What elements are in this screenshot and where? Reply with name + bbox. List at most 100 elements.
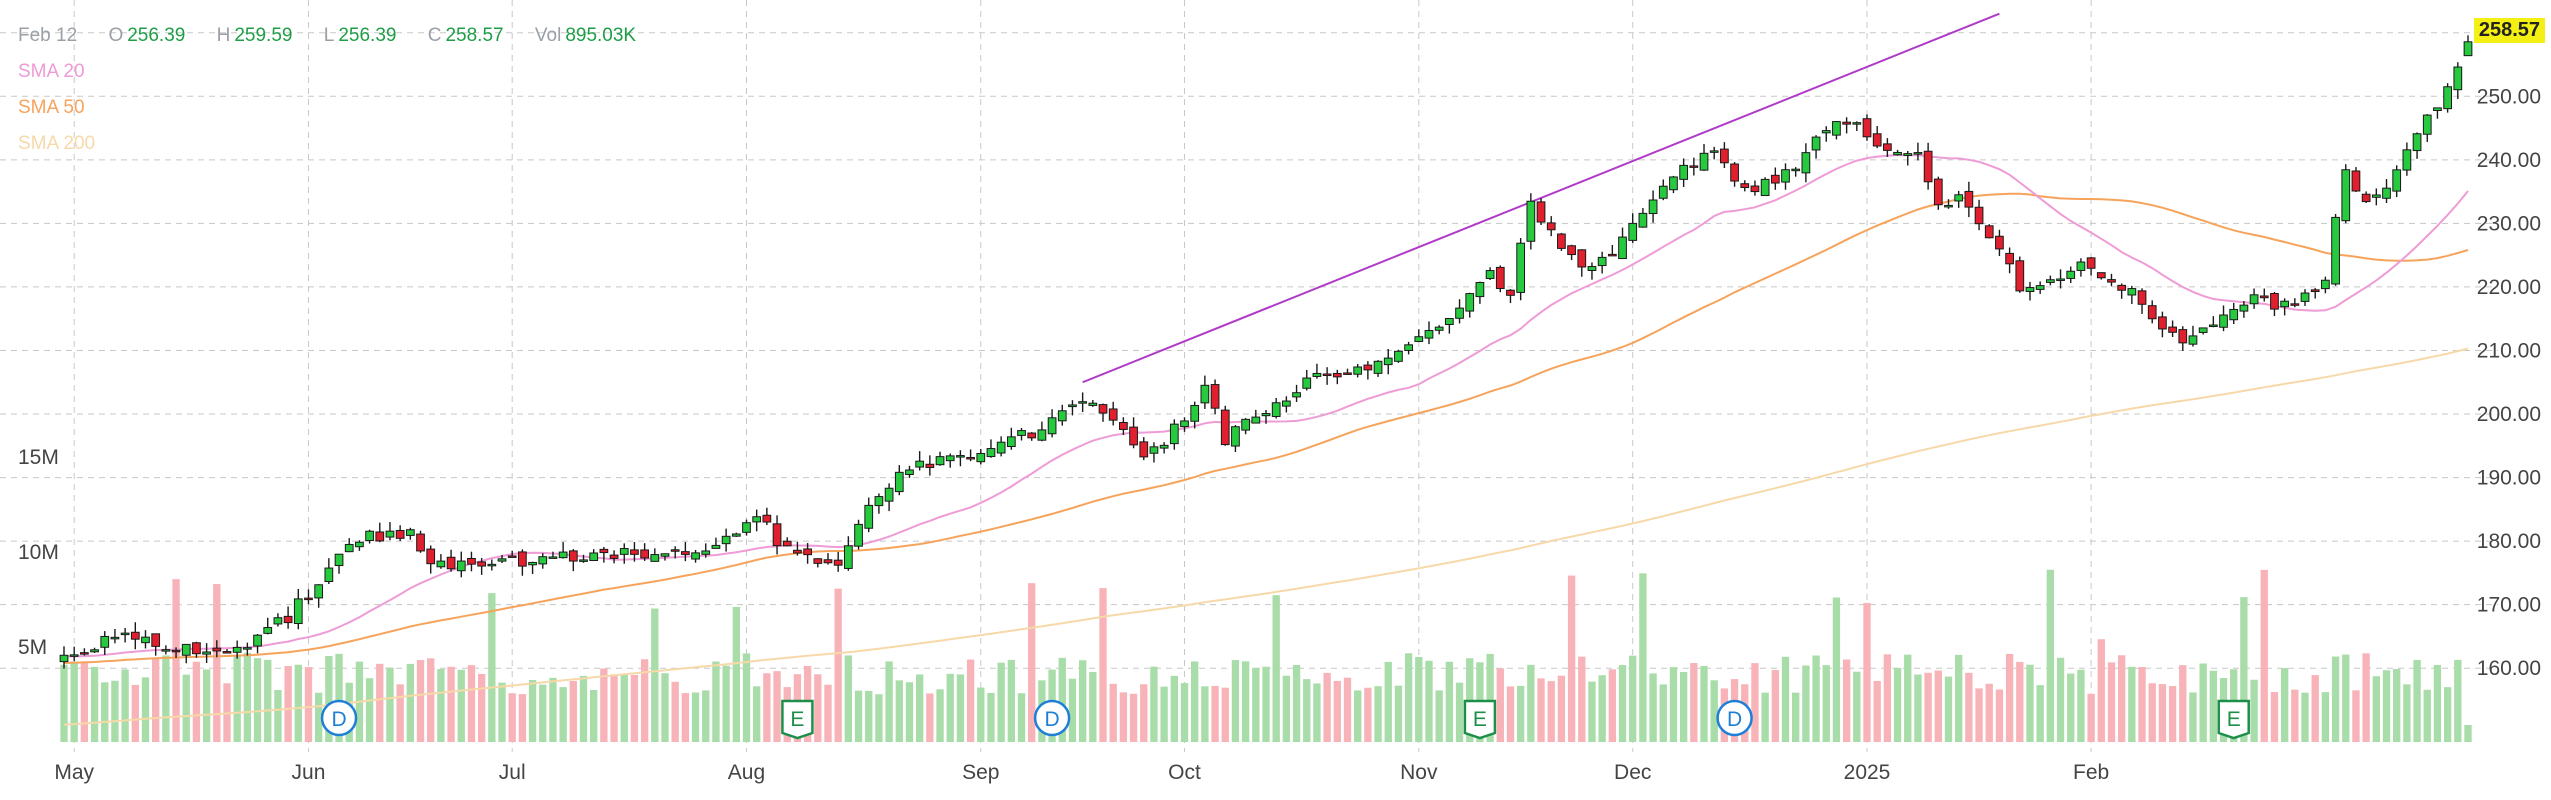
- earnings-marker[interactable]: E: [2217, 699, 2250, 740]
- candle-body: [416, 533, 425, 552]
- candle-body: [2382, 187, 2391, 199]
- candle-body: [915, 460, 925, 468]
- candle: [2463, 35, 2473, 57]
- volume-bar: [926, 693, 934, 742]
- legend-sma-200[interactable]: SMA 200: [18, 133, 96, 154]
- candle-body: [2178, 329, 2188, 344]
- candle: [843, 536, 853, 571]
- candle-body: [436, 560, 446, 568]
- candle-body: [518, 551, 527, 567]
- volume-bar: [253, 658, 262, 742]
- candle-body: [1302, 377, 1312, 389]
- legend-sma-50[interactable]: SMA 50: [18, 97, 85, 118]
- candle: [1760, 177, 1770, 197]
- candle-body: [548, 556, 558, 559]
- candle: [1679, 158, 1689, 188]
- volume-bar: [1863, 602, 1871, 742]
- candle: [1842, 117, 1851, 134]
- candle-body: [283, 615, 293, 624]
- dividend-marker[interactable]: D: [1033, 699, 1071, 737]
- candle: [365, 529, 374, 544]
- volume-bar: [1832, 597, 1841, 742]
- candle-body: [1353, 366, 1363, 375]
- candle-body: [599, 548, 609, 554]
- candle: [1750, 180, 1760, 196]
- candle-body: [793, 549, 802, 554]
- candle: [833, 551, 843, 572]
- volume-bar: [1893, 667, 1902, 742]
- candle-body: [670, 549, 680, 552]
- candle: [1495, 265, 1505, 293]
- candle-body: [1098, 404, 1108, 414]
- volume-bar: [1241, 661, 1250, 742]
- volume-bar: [518, 694, 527, 742]
- volume-bar: [1303, 679, 1311, 742]
- candle-body: [90, 649, 99, 653]
- candle: [1119, 417, 1128, 435]
- candle: [1322, 367, 1332, 385]
- candle-body: [2096, 272, 2106, 279]
- candle: [558, 542, 568, 559]
- candle-body: [701, 550, 711, 555]
- candle: [1108, 401, 1118, 426]
- candle-body: [1322, 373, 1332, 377]
- candle-body: [2158, 316, 2167, 330]
- volume-bar: [773, 671, 781, 742]
- volume-bar: [1659, 684, 1667, 742]
- volume-bar: [101, 682, 109, 742]
- candle: [762, 507, 772, 526]
- volume-bar: [1425, 660, 1433, 742]
- volume-bar: [325, 655, 333, 742]
- volume-bar: [1700, 665, 1708, 742]
- volume-bar: [121, 669, 129, 742]
- volume-bar: [1333, 680, 1341, 742]
- legend-sma-20[interactable]: SMA 20: [18, 61, 85, 82]
- candle-body: [803, 548, 812, 556]
- volume-bar: [2148, 683, 2156, 742]
- dividend-marker[interactable]: D: [1716, 699, 1753, 737]
- dividend-marker[interactable]: D: [320, 699, 358, 737]
- price-axis: 160.00 170.00 180.00 190.00 200.00 210.00 220.…: [2477, 22, 2541, 681]
- candle: [456, 551, 466, 578]
- volume-bar: [1965, 672, 1973, 742]
- candle-body: [1811, 136, 1821, 151]
- volume-bar: [406, 663, 415, 742]
- volume-bar: [488, 593, 496, 742]
- candle-body: [110, 636, 120, 640]
- candle-body: [2463, 41, 2473, 57]
- candle: [793, 541, 802, 556]
- volume-bar: [1323, 672, 1331, 742]
- volume-bar: [610, 674, 618, 742]
- candle: [2453, 62, 2463, 99]
- candle: [966, 449, 975, 462]
- earnings-marker[interactable]: E: [1463, 699, 1497, 740]
- candle: [2402, 142, 2412, 176]
- volume-bar: [1822, 665, 1830, 742]
- candle: [1984, 224, 1994, 239]
- candle-body: [1740, 183, 1750, 188]
- earnings-marker[interactable]: E: [781, 699, 814, 740]
- candle-body: [304, 597, 313, 601]
- candle: [2433, 107, 2442, 119]
- volume-bar: [854, 690, 863, 742]
- candle-body: [1689, 165, 1699, 168]
- candle: [2331, 213, 2340, 286]
- volume-bar: [2301, 692, 2309, 742]
- candle-body: [2219, 314, 2228, 328]
- volume-bar: [365, 678, 374, 742]
- candle-body: [1852, 122, 1862, 125]
- candle-body: [864, 504, 874, 529]
- candle-body: [1913, 152, 1923, 155]
- candle-body: [1658, 185, 1668, 199]
- volume-bar: [2454, 659, 2462, 742]
- high-value: 259.59: [234, 25, 293, 46]
- candle-body: [2239, 304, 2249, 312]
- volume-bar: [1567, 575, 1576, 742]
- candle-body: [894, 471, 904, 493]
- price-tick-label: 250.00: [2477, 85, 2541, 108]
- candle: [823, 553, 833, 565]
- candle-body: [59, 654, 69, 663]
- candle: [1088, 400, 1098, 407]
- candle: [813, 558, 823, 568]
